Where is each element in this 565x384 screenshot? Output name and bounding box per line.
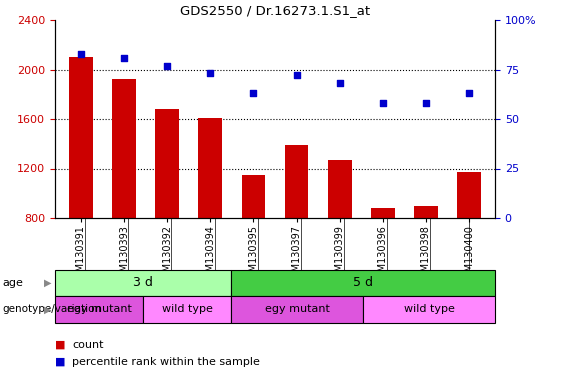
Bar: [231, 296, 363, 323]
Bar: [363, 296, 495, 323]
Text: wild type: wild type: [162, 305, 212, 314]
Title: GDS2550 / Dr.16273.1.S1_at: GDS2550 / Dr.16273.1.S1_at: [180, 5, 370, 17]
Bar: [414, 205, 438, 218]
Point: [76, 51, 85, 57]
Point: [421, 100, 431, 106]
Text: 5 d: 5 d: [353, 276, 373, 290]
Bar: [198, 118, 222, 218]
Point: [464, 90, 473, 96]
Text: ■: ■: [55, 340, 69, 350]
Text: count: count: [72, 340, 103, 350]
Bar: [55, 270, 231, 296]
Point: [206, 70, 215, 76]
Text: genotype/variation: genotype/variation: [3, 305, 102, 314]
Bar: [69, 57, 93, 218]
Bar: [112, 79, 136, 218]
Point: [249, 90, 258, 96]
Text: egy mutant: egy mutant: [67, 305, 132, 314]
Text: percentile rank within the sample: percentile rank within the sample: [72, 357, 260, 367]
Point: [163, 63, 172, 69]
Point: [335, 80, 344, 86]
Bar: [285, 145, 308, 218]
Bar: [143, 296, 231, 323]
Point: [292, 72, 301, 78]
Text: ▶: ▶: [44, 278, 51, 288]
Bar: [55, 296, 143, 323]
Text: egy mutant: egy mutant: [264, 305, 329, 314]
Bar: [371, 208, 395, 218]
Bar: [242, 175, 266, 218]
Bar: [231, 270, 495, 296]
Point: [120, 55, 129, 61]
Text: 3 d: 3 d: [133, 276, 153, 290]
Text: ■: ■: [55, 357, 69, 367]
Text: wild type: wild type: [403, 305, 454, 314]
Text: ▶: ▶: [44, 305, 51, 314]
Point: [379, 100, 388, 106]
Text: age: age: [3, 278, 24, 288]
Bar: [328, 160, 351, 218]
Bar: [457, 172, 481, 218]
Bar: [155, 109, 179, 218]
